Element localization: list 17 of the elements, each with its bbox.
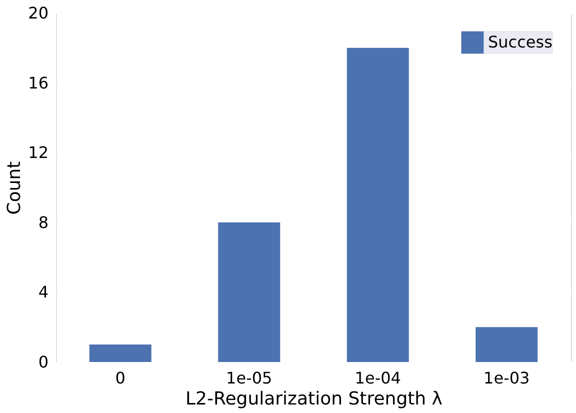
x-tick-label: 1e-04	[354, 368, 401, 388]
y-axis-title: Count	[4, 161, 26, 215]
bar	[89, 344, 152, 362]
x-tick-label: 1e-03	[484, 368, 530, 388]
y-tick-label: 20	[28, 4, 48, 22]
x-tick-label: 0	[115, 368, 126, 388]
legend-label: Success	[488, 32, 552, 52]
y-tick-label: 4	[38, 282, 48, 302]
x-tick-label: 1e-05	[226, 368, 272, 388]
bar	[218, 222, 280, 362]
y-tick-label: 12	[28, 143, 48, 162]
x-axis-title: L2-Regularization Strength λ	[186, 388, 443, 410]
bar	[476, 327, 538, 362]
y-tick-label: 0	[38, 352, 48, 372]
y-tick-label: 16	[28, 73, 48, 92]
bar	[346, 48, 409, 362]
y-tick-label: 8	[38, 212, 48, 232]
